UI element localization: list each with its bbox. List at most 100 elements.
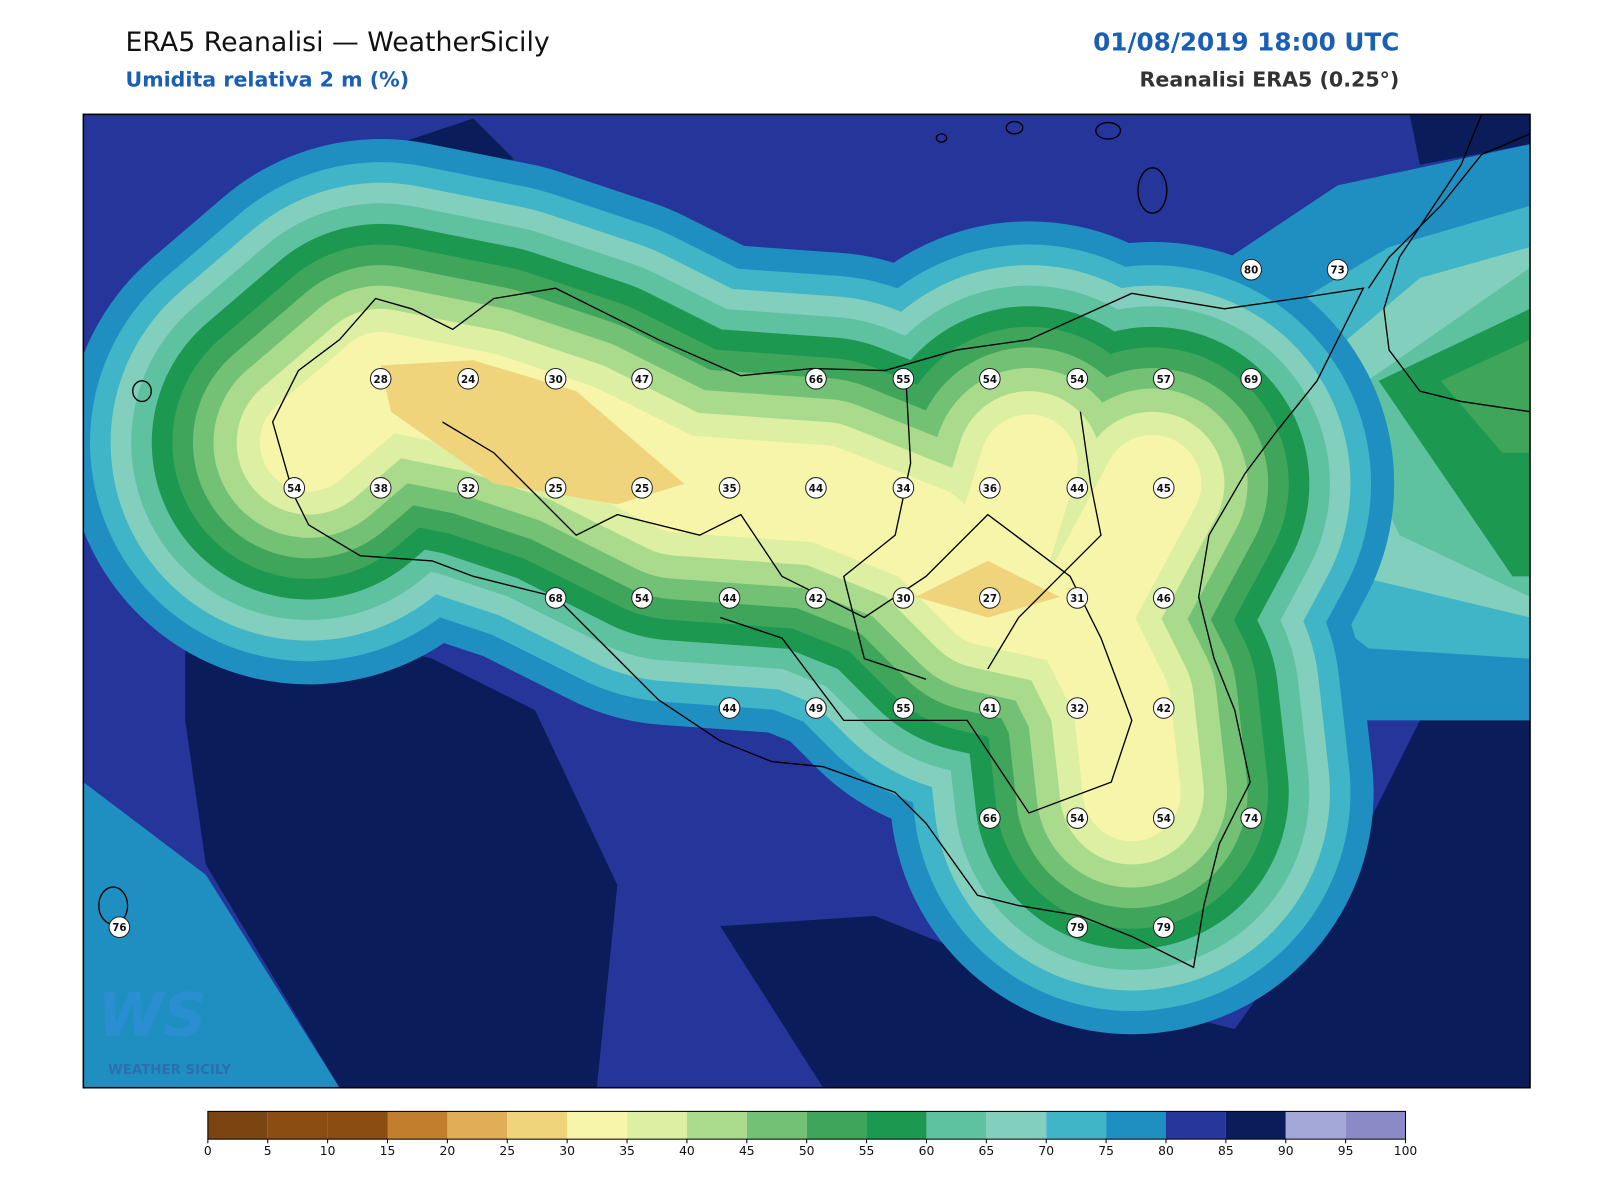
field-patch — [380, 360, 685, 505]
station-value: 80 — [1244, 265, 1258, 277]
colorbar-tick-label: 40 — [679, 1144, 695, 1158]
colorbar-tick-label: 70 — [1038, 1144, 1054, 1158]
colorbar-tick-label: 35 — [619, 1144, 635, 1158]
station-marker — [805, 697, 827, 719]
humidity-field — [83, 114, 1531, 1088]
station-marker — [1240, 258, 1262, 281]
colorbar-bin — [686, 1111, 747, 1140]
station-value: 55 — [896, 703, 910, 715]
station-marker — [369, 477, 392, 499]
station-value: 57 — [1157, 374, 1171, 386]
station-marker — [979, 587, 1001, 609]
station-value: 79 — [1157, 922, 1171, 934]
colorbar-bin — [1225, 1111, 1286, 1140]
colorbar-bin — [806, 1111, 867, 1140]
province-border — [842, 370, 927, 680]
station-marker — [1240, 367, 1262, 390]
station-value: 30 — [548, 374, 562, 386]
field-patch — [185, 576, 618, 1088]
station-value: 54 — [1070, 374, 1084, 386]
colorbar-tick-label: 100 — [1394, 1144, 1418, 1158]
station-value: 44 — [722, 703, 736, 715]
station-value: 44 — [1070, 483, 1084, 495]
station-marker — [1326, 258, 1349, 281]
colorbar-tick-label: 80 — [1158, 1144, 1174, 1158]
colorbar-tick-label: 55 — [859, 1144, 875, 1158]
station-marker — [1152, 697, 1175, 719]
station-value: 42 — [1157, 703, 1171, 715]
title: ERA5 Reanalisi — WeatherSicily — [126, 27, 550, 58]
station-value: 76 — [112, 922, 126, 934]
station-marker — [544, 477, 567, 499]
station-marker — [631, 587, 653, 609]
island — [1137, 167, 1168, 214]
station-value: 74 — [1244, 813, 1258, 825]
map-frame — [82, 113, 1531, 1089]
station-value: 69 — [1244, 374, 1258, 386]
subtitle: Umidita relativa 2 m (%) — [126, 67, 410, 91]
colorbar-bin — [1165, 1111, 1226, 1140]
station-marker — [979, 807, 1001, 829]
colorbar-tick-label: 15 — [380, 1144, 396, 1158]
logo: WS WEATHER SICILY — [98, 981, 232, 1078]
logo-mark: WS — [98, 981, 207, 1050]
station-value: 55 — [896, 374, 910, 386]
island — [1095, 121, 1122, 140]
colorbar-bin — [567, 1111, 628, 1140]
station-marker — [805, 477, 827, 499]
station-marker — [631, 477, 653, 499]
colorbar-tick-label: 60 — [919, 1144, 935, 1158]
station-value: 32 — [461, 483, 475, 495]
station-marker — [718, 477, 741, 499]
station-value: 68 — [548, 593, 562, 605]
station-marker — [979, 697, 1001, 719]
station-marker — [892, 587, 915, 609]
station-value: 66 — [809, 374, 823, 386]
station-value: 31 — [1070, 593, 1084, 605]
station-value: 46 — [1157, 593, 1171, 605]
calabria-coast — [1383, 114, 1531, 413]
colorbar-tick-label: 30 — [559, 1144, 575, 1158]
colorbar-bin — [507, 1111, 568, 1140]
colorbar-bin — [926, 1111, 987, 1140]
station-marker — [1152, 916, 1175, 939]
field-patch — [1409, 114, 1531, 165]
colorbar-bin — [207, 1111, 268, 1140]
station-marker — [544, 367, 567, 390]
station-value: 44 — [809, 483, 823, 495]
colorbar-tick-label: 0 — [204, 1144, 212, 1158]
colorbar-bin — [1345, 1111, 1406, 1140]
colorbar-tick-label: 65 — [978, 1144, 994, 1158]
station-marker — [892, 367, 915, 390]
station-marker — [1066, 477, 1089, 499]
colorbar-tick-label: 95 — [1338, 1144, 1354, 1158]
station-marker — [544, 587, 567, 609]
colorbar: 0 5 10 15 20 25 30 35 40 45 50 55 60 65 70 75 80 85 90 95 10… — [204, 1110, 1418, 1158]
station-value: 28 — [374, 374, 388, 386]
station-marker — [979, 477, 1001, 499]
station-value: 36 — [983, 483, 997, 495]
field-patch — [83, 936, 196, 1088]
station-marker — [1066, 587, 1089, 609]
station-value: 54 — [1070, 813, 1084, 825]
colorbar-bin — [627, 1111, 687, 1140]
station-value: 35 — [722, 483, 736, 495]
station-value: 45 — [1157, 483, 1171, 495]
colorbar-bin — [1285, 1111, 1346, 1140]
island — [1005, 120, 1024, 135]
colorbar-bin — [1106, 1111, 1166, 1140]
station-value: 54 — [287, 483, 301, 495]
station-value: 24 — [461, 374, 475, 386]
colorbar-tick-label: 75 — [1098, 1144, 1114, 1158]
station-value: 42 — [809, 593, 823, 605]
station-value: 49 — [809, 703, 823, 715]
colorbar-tick-label: 10 — [320, 1144, 336, 1158]
station-marker — [805, 587, 827, 609]
colorbar-tick-label: 25 — [499, 1144, 515, 1158]
station-marker — [1152, 367, 1175, 390]
station-marker — [283, 477, 306, 499]
station-marker — [1152, 807, 1175, 829]
station-marker — [892, 697, 915, 719]
